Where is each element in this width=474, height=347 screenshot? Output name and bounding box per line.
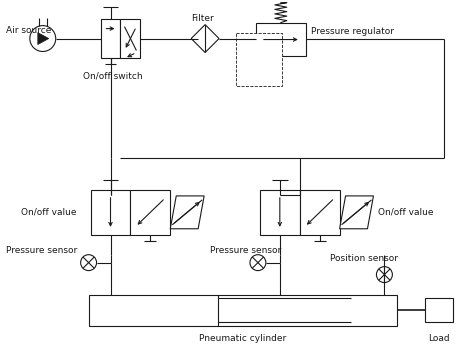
Text: Pneumatic cylinder: Pneumatic cylinder — [200, 334, 287, 343]
Bar — [130, 190, 170, 235]
Bar — [425, 298, 453, 322]
Polygon shape — [170, 196, 204, 229]
Bar — [100, 19, 120, 58]
Polygon shape — [38, 33, 49, 44]
Text: Pressure sensor: Pressure sensor — [210, 246, 282, 255]
Text: Air source: Air source — [6, 26, 51, 35]
Text: On/off value: On/off value — [378, 208, 434, 216]
Circle shape — [250, 255, 266, 271]
Polygon shape — [339, 196, 374, 229]
Text: On/off value: On/off value — [21, 208, 76, 216]
Bar — [260, 190, 300, 235]
Bar — [91, 190, 130, 235]
Bar — [236, 33, 282, 86]
Polygon shape — [191, 25, 219, 52]
Bar — [300, 190, 339, 235]
Bar — [256, 23, 306, 57]
Text: Position sensor: Position sensor — [329, 254, 398, 263]
Text: Pressure sensor: Pressure sensor — [6, 246, 77, 255]
Text: On/off switch: On/off switch — [82, 72, 142, 81]
Bar — [120, 19, 140, 58]
Text: Pressure regulator: Pressure regulator — [310, 27, 394, 36]
Circle shape — [376, 266, 392, 282]
Bar — [89, 295, 397, 327]
Text: Filter: Filter — [191, 14, 214, 23]
Text: Load: Load — [428, 334, 450, 343]
Circle shape — [30, 26, 56, 51]
Circle shape — [81, 255, 97, 271]
